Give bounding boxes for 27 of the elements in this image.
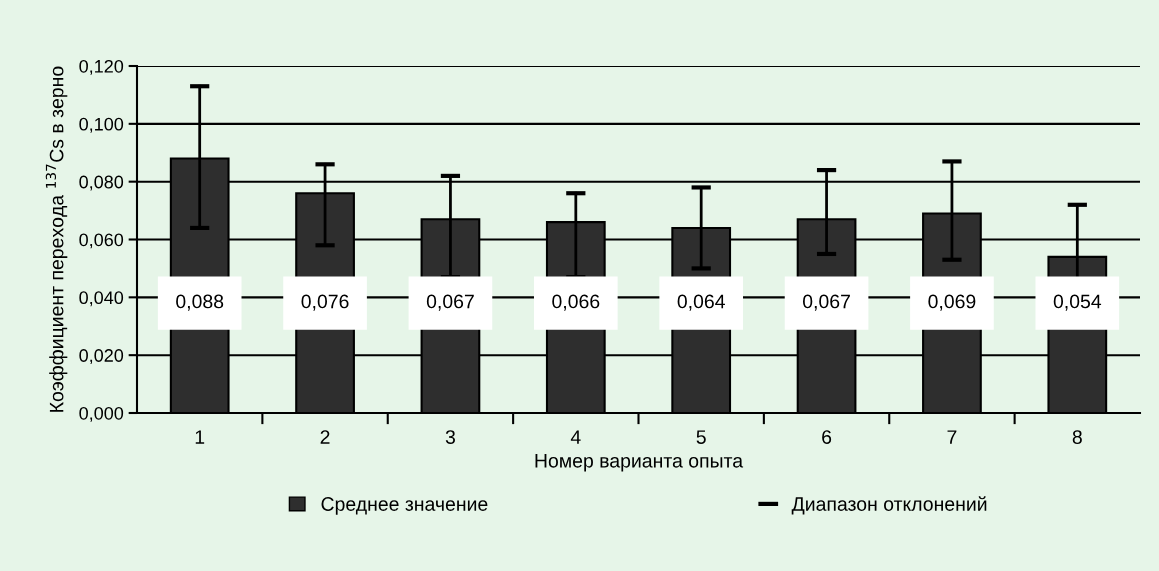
x-tick-label: 1	[195, 430, 205, 444]
y-axis-title: Коэффициент перехода $^{137}$Cs в зерно	[45, 66, 68, 412]
data-label: 0,067	[803, 294, 850, 311]
data-label: 0,076	[301, 294, 349, 311]
x-tick-label: 5	[696, 430, 706, 444]
y-tick-label: 0,100	[79, 117, 124, 133]
data-label: 0,088	[176, 294, 224, 311]
legend-label: Среднее значение	[321, 497, 488, 515]
data-label: 0,067	[426, 294, 474, 311]
y-tick-label: 0,040	[79, 291, 124, 307]
y-tick-label: 0,060	[79, 233, 124, 249]
data-label: 0,054	[1053, 294, 1102, 311]
y-tick-label: 0,120	[79, 59, 124, 75]
data-label: 0,069	[928, 294, 976, 311]
text: Диапазон отклонений	[791, 496, 987, 515]
y-tick-label: 0,080	[79, 175, 124, 191]
y-tick-label: 0,000	[79, 406, 124, 422]
x-tick-label: 6	[822, 430, 832, 444]
x-tick-label: 4	[570, 430, 581, 444]
x-tick-label: 8	[1072, 430, 1082, 444]
data-label: 0,066	[552, 294, 600, 311]
data-label: 0,064	[677, 294, 725, 311]
x-tick-label: 3	[445, 430, 455, 444]
x-tick-label: 2	[320, 430, 330, 444]
x-tick-label: 7	[947, 430, 957, 444]
x-axis-title: Номер варианта опыта	[535, 454, 744, 472]
y-tick-label: 0,020	[79, 349, 124, 365]
